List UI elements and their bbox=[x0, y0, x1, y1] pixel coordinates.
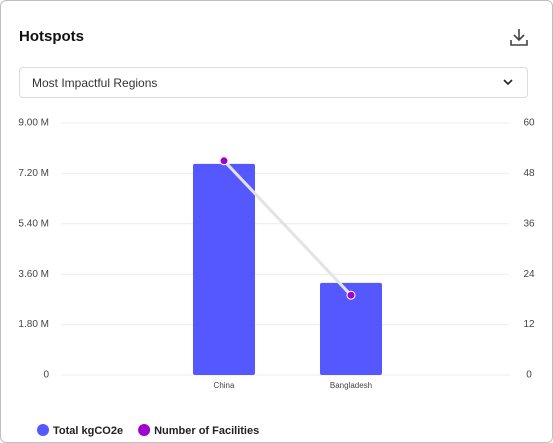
y-tick-label: 3.60 M bbox=[18, 269, 49, 280]
legend-marker bbox=[37, 424, 49, 436]
download-button[interactable] bbox=[509, 27, 529, 47]
y2-tick-label: 60 bbox=[523, 118, 535, 129]
y2-tick-label: 48 bbox=[523, 168, 535, 179]
y-tick-label: 5.40 M bbox=[18, 218, 49, 229]
dropdown[interactable]: Most Impactful Regions bbox=[19, 67, 528, 98]
legend-marker bbox=[138, 424, 151, 436]
y2-tick-label: 12 bbox=[523, 319, 535, 330]
chevron bbox=[503, 79, 513, 86]
bar bbox=[320, 282, 382, 375]
x-tick-label: Bangladesh bbox=[330, 381, 372, 390]
y2-tick-label: 36 bbox=[523, 218, 535, 229]
legend-label: Total kgCO2e bbox=[53, 425, 123, 437]
bar bbox=[193, 163, 255, 375]
y-tick-label: 7.20 M bbox=[18, 168, 49, 179]
y-tick-label: 0 bbox=[43, 370, 49, 381]
y2-tick-label: 0 bbox=[526, 370, 532, 381]
card-title: Hotspots bbox=[19, 28, 84, 45]
y2-tick-label: 24 bbox=[523, 269, 535, 280]
y-tick-label: 9.00 M bbox=[18, 118, 49, 129]
line-point bbox=[219, 156, 229, 166]
legend-label: Number of Facilities bbox=[154, 425, 259, 437]
line bbox=[222, 159, 353, 297]
line-point bbox=[346, 290, 356, 300]
x-tick-label: China bbox=[214, 381, 235, 390]
dropdown-text: Most Impactful Regions bbox=[32, 76, 158, 90]
y-tick-label: 1.80 M bbox=[18, 319, 49, 330]
